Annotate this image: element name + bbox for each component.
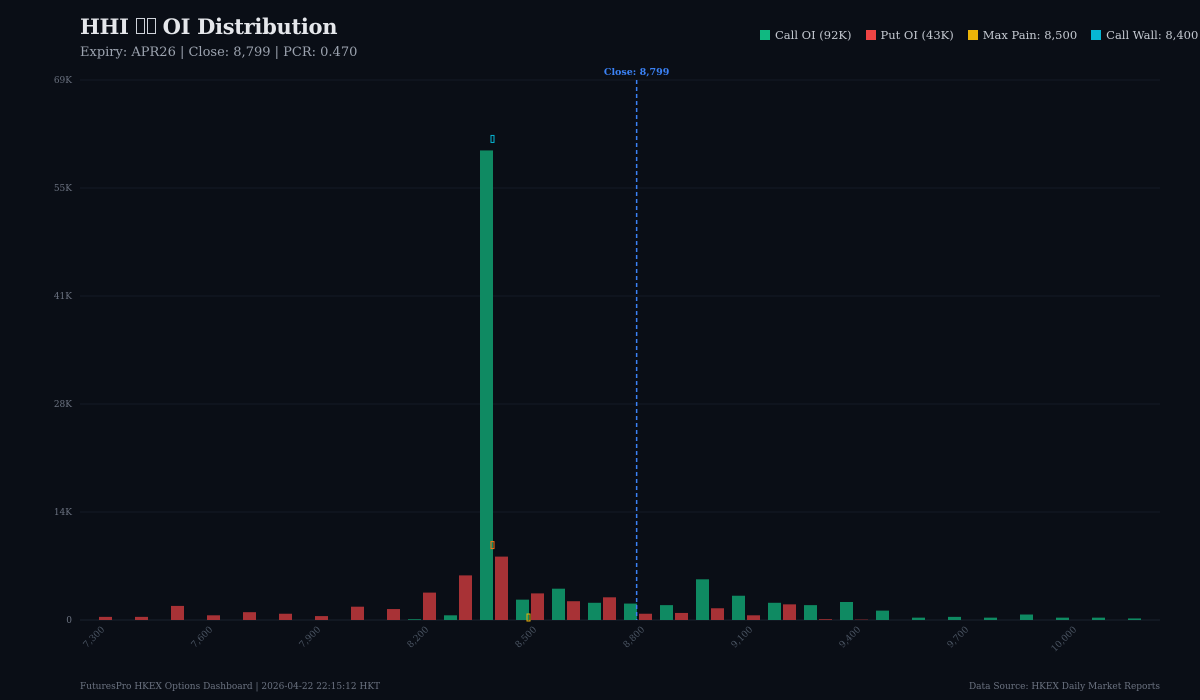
y-tick-label: 14K [54,508,72,518]
call-oi-bar [804,605,817,620]
put-oi-bar [603,597,616,620]
legend-label: Call OI (92K) [775,28,852,42]
call-oi-bar [1056,617,1069,620]
call-oi-bar [948,616,961,620]
legend-item[interactable]: Put OI (43K) [865,28,954,42]
put-oi-bar [819,619,832,620]
legend-label: Put OI (43K) [880,28,954,42]
legend-swatch [760,30,770,40]
put-oi-bar [279,613,292,620]
legend-swatch [1091,30,1102,40]
put-oi-bar [531,593,544,620]
put-oi-bar [567,601,580,620]
x-tick-label: 8,200 [406,625,431,650]
y-tick-label: 55K [54,184,72,194]
legend-label: Call Wall: 8,400 [1106,28,1199,42]
call-oi-bar [480,150,493,620]
x-tick-label: 7,300 [82,625,107,650]
put-oi-bar [639,613,652,620]
put-wall-marker-icon [490,541,495,550]
y-tick-label: 69K [54,76,72,86]
put-oi-bar [423,592,436,620]
put-oi-bar [99,616,112,620]
legend-item[interactable]: Max Pain: 8,500 [967,28,1078,42]
call-oi-bar [912,617,925,620]
call-oi-bar [408,619,421,620]
put-oi-bar [315,616,328,620]
put-oi-bar [711,608,724,620]
legend-swatch [865,30,876,40]
call-oi-bar [552,588,565,620]
put-oi-bar [387,609,400,620]
call-oi-bar [1128,618,1141,620]
chart-subtitle: Expiry: APR26 | Close: 8,799 | PCR: 0.47… [80,45,358,60]
missing-glyph-icon [135,14,157,39]
x-tick-label: 8,800 [622,625,647,650]
call-oi-bar [876,610,889,620]
legend-item[interactable]: Call Wall: 8,400 [1091,28,1198,42]
legend-label: Max Pain: 8,500 [982,28,1078,42]
put-oi-bar [675,612,688,620]
title-prefix: HHI [80,14,129,39]
call-oi-bar [696,579,709,620]
y-tick-label: 0 [66,616,72,626]
put-oi-bar [495,556,508,620]
y-tick-label: 28K [54,400,72,410]
call-wall-marker-icon [490,134,495,143]
call-oi-bar [1020,614,1033,620]
put-oi-bar [459,575,472,620]
call-oi-bar [624,603,637,620]
put-oi-bar [783,604,796,620]
call-oi-bar [1092,617,1105,620]
x-tick-label: 10,000 [1050,625,1080,655]
call-oi-bar [984,617,997,620]
x-tick-label: 7,600 [190,625,215,650]
put-oi-bar [135,616,148,620]
call-oi-bar [768,602,781,620]
put-oi-bar [243,612,256,620]
call-oi-bar [588,602,601,620]
call-oi-bar [444,615,457,620]
close-price-label: Close: 8,799 [604,67,670,78]
x-tick-label: 8,500 [514,625,539,650]
x-tick-label: 9,400 [838,625,863,650]
x-tick-label: 9,100 [730,625,755,650]
call-oi-bar [732,595,745,620]
put-oi-bar [171,605,184,620]
x-tick-label: 7,900 [298,625,323,650]
put-oi-bar [351,606,364,620]
x-tick-label: 9,700 [946,625,971,650]
chart-title: HHI OI Distribution [80,14,338,39]
call-oi-bar [840,602,853,620]
put-oi-bar [207,615,220,620]
footer-right: Data Source: HKEX Daily Market Reports [968,682,1160,692]
footer-left: FuturesPro HKEX Options Dashboard | 2026… [80,682,381,692]
max-pain-marker-icon [526,613,531,622]
put-oi-bar [747,615,760,620]
title-suffix: OI Distribution [162,14,338,39]
legend: Call OI (92K) Put OI (43K) Max Pain: 8,500… [760,28,1200,42]
legend-item[interactable]: Call OI (92K) [760,28,852,42]
call-oi-bar [660,605,673,620]
legend-swatch [967,30,978,40]
y-tick-label: 41K [54,292,72,302]
call-oi-bar [516,599,529,620]
